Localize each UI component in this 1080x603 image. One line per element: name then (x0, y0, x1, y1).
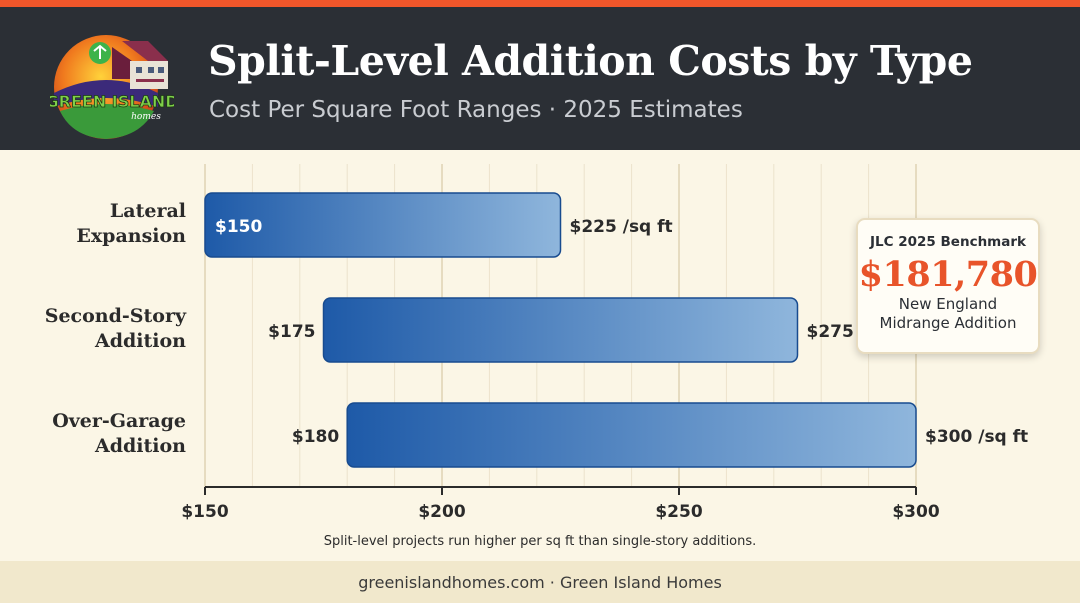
x-tick-label: $150 (181, 502, 228, 522)
x-tick-label: $300 (892, 502, 939, 522)
logo-subtext: homes (131, 112, 161, 122)
category-label-line: Addition (94, 435, 186, 457)
x-tick-label: $200 (418, 502, 465, 522)
callout-title: JLC 2025 Benchmark (870, 234, 1026, 250)
bar-high-label: $275 (807, 322, 854, 342)
category-label-line: Expansion (76, 225, 186, 247)
page-subtitle: Cost Per Square Foot Ranges · 2025 Estim… (209, 97, 743, 123)
callout-line-2: Midrange Addition (879, 314, 1017, 332)
category-label-line: Addition (94, 330, 186, 352)
callout-value: $181,780 (858, 254, 1038, 295)
category-label: Lateral Expansion (76, 199, 186, 249)
bar-low-label: $180 (292, 427, 339, 447)
bar-high-label: $300 /sq ft (925, 427, 1028, 447)
chart-footnote: Split-level projects run higher per sq f… (323, 534, 757, 549)
bar-low-label: $150 (215, 217, 262, 237)
green-island-logo: GREEN ISLAND homes (50, 35, 174, 139)
range-bar (346, 402, 917, 468)
footer: greenislandhomes.com · Green Island Home… (0, 561, 1080, 603)
benchmark-callout: JLC 2025 Benchmark $181,780 New England … (856, 218, 1040, 354)
page-title: Split-Level Addition Costs by Type (208, 37, 973, 85)
category-label-line: Over-Garage (52, 410, 186, 432)
range-bar-chart: $150 $225 /sq ft $175 $275 $180 $300 /sq ft $… (181, 164, 1028, 522)
range-bar (322, 297, 799, 363)
logo-text: GREEN ISLAND (50, 92, 174, 111)
category-label-line: Lateral (109, 200, 186, 222)
category-label: Second-Story Addition (45, 304, 186, 354)
x-tick-label: $250 (655, 502, 702, 522)
footer-text: greenislandhomes.com · Green Island Home… (358, 573, 722, 592)
header: GREEN ISLAND homes Split-Level Addition … (0, 7, 1080, 150)
bar-high-label: $225 /sq ft (570, 217, 673, 237)
category-label-line: Second-Story (44, 305, 186, 327)
callout-line-1: New England (898, 295, 998, 313)
range-bar (204, 192, 562, 258)
category-label: Over-Garage Addition (52, 409, 186, 459)
top-accent-stripe (0, 0, 1080, 7)
bar-low-label: $175 (268, 322, 315, 342)
